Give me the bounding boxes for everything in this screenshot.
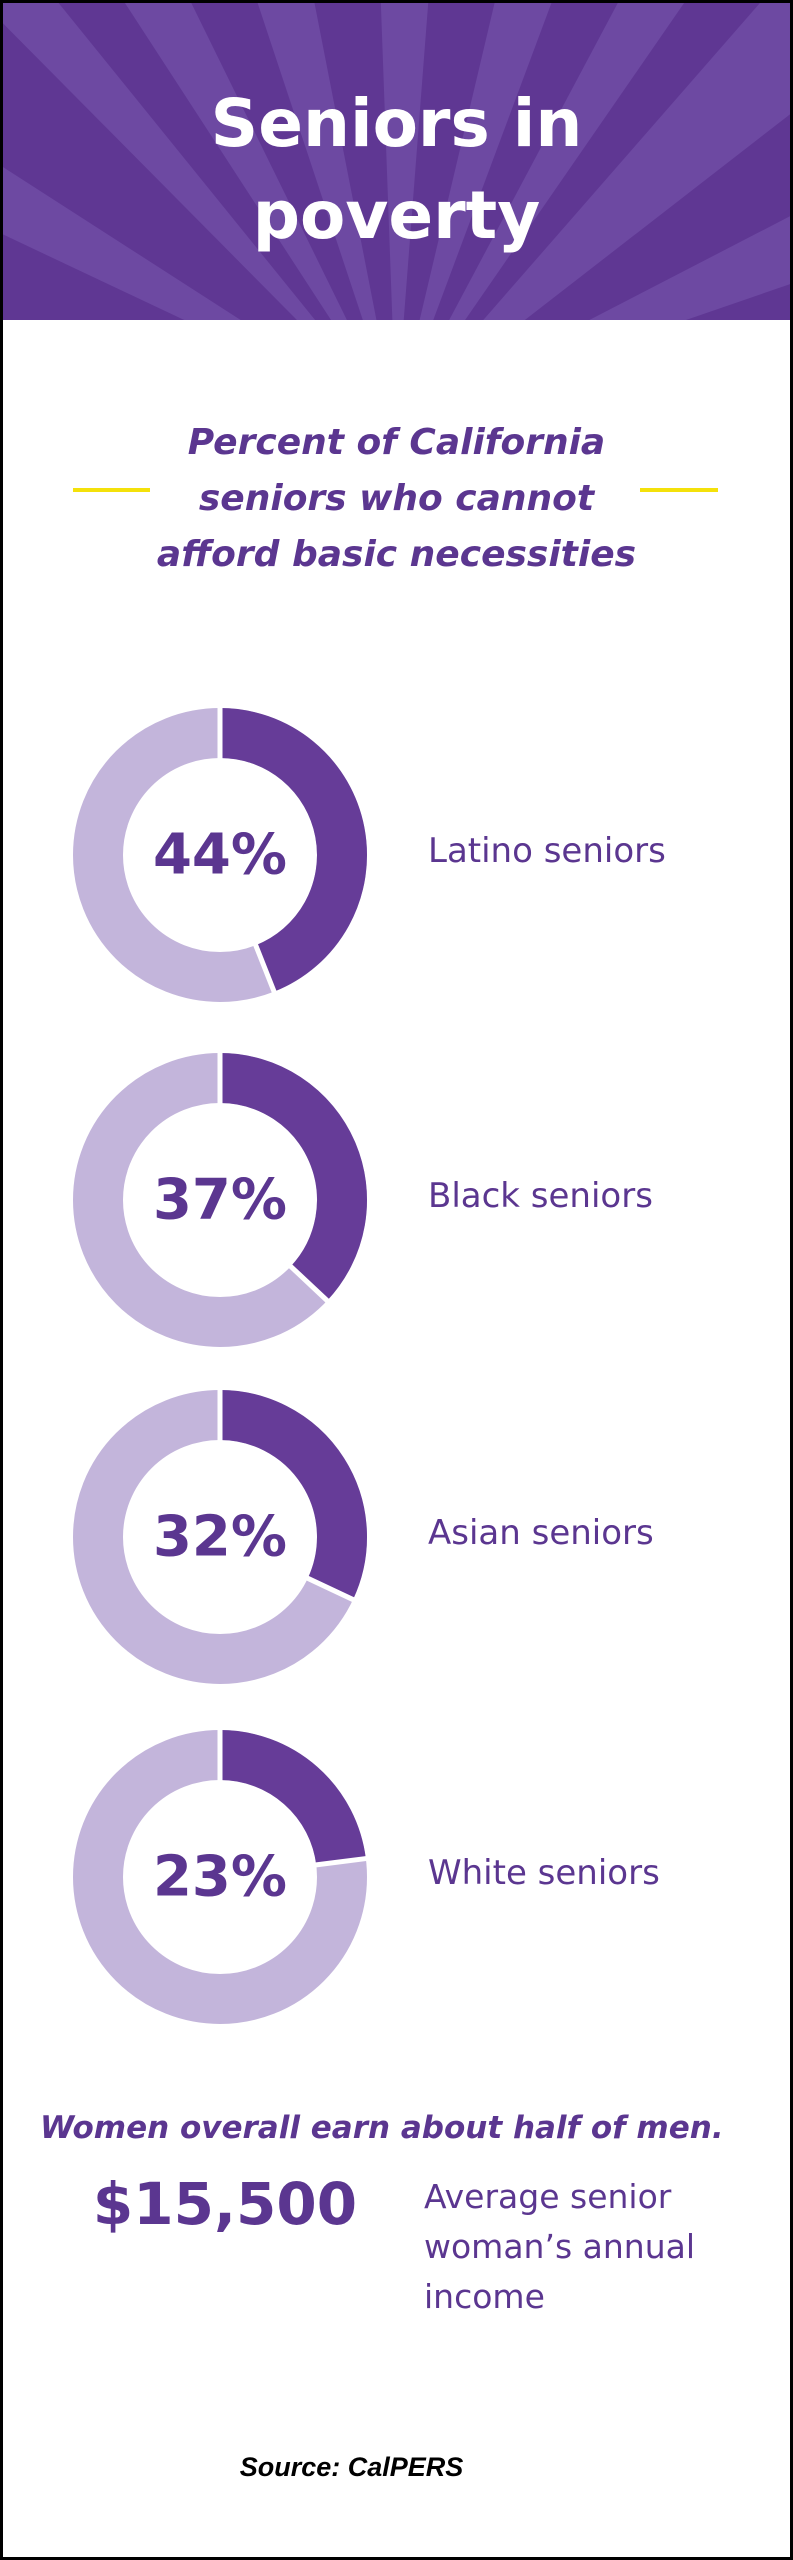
chart-title: Percent of California seniors who cannot… (156, 422, 637, 575)
segment-gap (252, 942, 278, 995)
value-label: 23% (153, 1845, 287, 1910)
segment-gap (313, 1855, 369, 1868)
note: Women overall earn about half of men. (40, 2110, 724, 2146)
value-label: 37% (153, 1168, 287, 1233)
income-description: Average senior woman’s annual income (424, 2177, 695, 2316)
category-label: White seniors (428, 1853, 660, 1893)
title: Seniors in poverty (210, 85, 583, 254)
segment-gap (304, 1575, 356, 1603)
value-label: 32% (153, 1505, 287, 1570)
donut-segment (219, 708, 367, 992)
donut-segment (219, 1730, 366, 1866)
donut-segment (219, 1390, 367, 1600)
category-label: Asian seniors (428, 1513, 654, 1553)
category-label: Black seniors (428, 1176, 653, 1216)
value-label: 44% (153, 823, 287, 888)
income-amount: $15,500 (92, 2170, 358, 2238)
category-label: Latino seniors (428, 831, 666, 871)
header-background (0, 0, 793, 320)
donut-segment (219, 1053, 367, 1301)
source: Source: CalPERS (239, 2452, 464, 2482)
segment-gap (287, 1263, 331, 1304)
